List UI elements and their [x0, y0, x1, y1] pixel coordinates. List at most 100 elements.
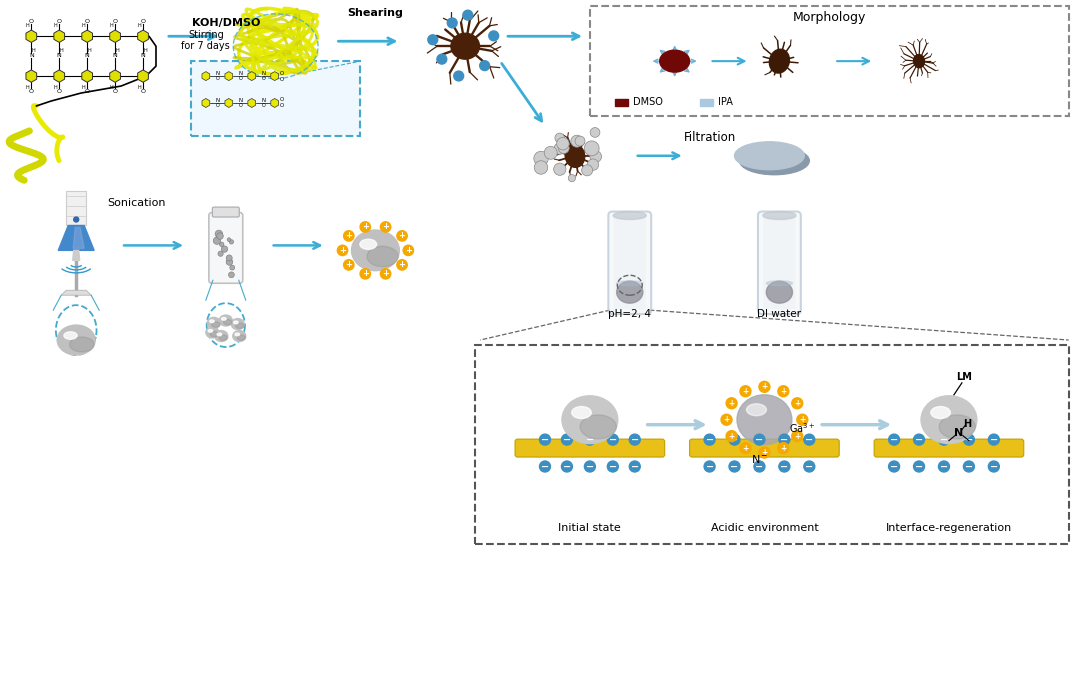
Text: +: + — [362, 222, 368, 231]
Text: −: − — [705, 435, 714, 444]
Polygon shape — [247, 72, 256, 81]
Text: O: O — [140, 19, 146, 24]
Text: −: − — [940, 435, 948, 444]
Circle shape — [804, 461, 814, 472]
Text: DI water: DI water — [757, 309, 801, 319]
Text: −: − — [781, 462, 788, 471]
Text: −: − — [890, 462, 899, 471]
Text: Initial state: Initial state — [558, 523, 621, 533]
Circle shape — [939, 461, 949, 472]
Circle shape — [963, 434, 974, 445]
Circle shape — [607, 434, 618, 445]
Circle shape — [740, 443, 751, 453]
Text: +: + — [362, 269, 368, 278]
Circle shape — [535, 161, 548, 175]
Circle shape — [555, 133, 565, 143]
Ellipse shape — [237, 335, 245, 340]
Text: O: O — [112, 19, 118, 24]
Text: O: O — [280, 97, 284, 103]
Text: H: H — [963, 419, 971, 428]
Circle shape — [754, 434, 765, 445]
Ellipse shape — [565, 144, 584, 168]
Circle shape — [480, 61, 489, 70]
Ellipse shape — [367, 246, 399, 266]
Circle shape — [582, 165, 593, 176]
Ellipse shape — [451, 33, 480, 59]
Text: O: O — [57, 88, 62, 94]
Circle shape — [889, 434, 900, 445]
Circle shape — [219, 242, 224, 246]
Circle shape — [704, 434, 715, 445]
Text: +: + — [729, 432, 734, 441]
FancyBboxPatch shape — [475, 345, 1068, 544]
Polygon shape — [72, 250, 80, 260]
Text: +: + — [399, 260, 406, 269]
Text: H: H — [54, 85, 57, 90]
Text: −: − — [755, 462, 764, 471]
Text: +: + — [382, 222, 389, 231]
Text: N: N — [29, 52, 33, 58]
FancyBboxPatch shape — [515, 439, 664, 457]
Text: H: H — [32, 48, 36, 52]
Ellipse shape — [562, 396, 618, 444]
Text: pH=2, 4: pH=2, 4 — [608, 309, 651, 319]
Circle shape — [759, 382, 770, 393]
Text: −: − — [563, 435, 571, 444]
Circle shape — [217, 233, 224, 239]
Ellipse shape — [613, 212, 646, 219]
Text: N$^-$: N$^-$ — [751, 453, 768, 464]
Polygon shape — [26, 30, 37, 42]
Circle shape — [396, 259, 407, 270]
Polygon shape — [110, 30, 121, 42]
Circle shape — [778, 443, 788, 453]
Text: O: O — [112, 88, 118, 94]
FancyBboxPatch shape — [690, 439, 839, 457]
Circle shape — [226, 255, 232, 261]
Ellipse shape — [215, 331, 228, 342]
Circle shape — [489, 31, 499, 41]
Ellipse shape — [660, 50, 690, 72]
Text: Ga$^{3+}$: Ga$^{3+}$ — [789, 421, 815, 435]
Text: H: H — [82, 23, 85, 28]
Circle shape — [792, 431, 802, 442]
Ellipse shape — [767, 282, 793, 303]
Circle shape — [568, 175, 576, 181]
Text: N: N — [215, 98, 219, 103]
Text: H: H — [144, 48, 147, 52]
Text: −: − — [585, 462, 594, 471]
Text: Filtration: Filtration — [684, 131, 735, 144]
Circle shape — [590, 128, 599, 137]
Text: −: − — [989, 435, 998, 444]
Circle shape — [988, 434, 999, 445]
Ellipse shape — [360, 239, 377, 249]
Circle shape — [540, 461, 551, 472]
Text: O: O — [280, 77, 284, 81]
Text: −: − — [964, 462, 973, 471]
Circle shape — [380, 221, 391, 232]
Text: −: − — [890, 435, 899, 444]
Ellipse shape — [931, 406, 950, 419]
Circle shape — [726, 431, 737, 442]
Polygon shape — [66, 190, 86, 226]
Text: −: − — [806, 435, 813, 444]
Text: +: + — [742, 444, 748, 453]
Circle shape — [630, 434, 640, 445]
Ellipse shape — [231, 319, 244, 330]
Text: −: − — [806, 462, 813, 471]
Text: N: N — [215, 71, 219, 76]
Text: DMSO: DMSO — [633, 97, 663, 108]
Polygon shape — [26, 70, 37, 82]
Text: −: − — [989, 462, 998, 471]
Ellipse shape — [762, 212, 796, 219]
FancyBboxPatch shape — [758, 212, 801, 314]
Circle shape — [343, 230, 354, 241]
Text: H: H — [26, 23, 29, 28]
Ellipse shape — [217, 333, 221, 336]
FancyBboxPatch shape — [590, 6, 1068, 116]
Text: Stirring
for 7 days: Stirring for 7 days — [181, 30, 230, 51]
Text: +: + — [729, 399, 734, 408]
FancyBboxPatch shape — [613, 217, 646, 309]
Ellipse shape — [224, 319, 232, 325]
Text: +: + — [346, 231, 352, 240]
Text: LM: LM — [956, 372, 972, 382]
